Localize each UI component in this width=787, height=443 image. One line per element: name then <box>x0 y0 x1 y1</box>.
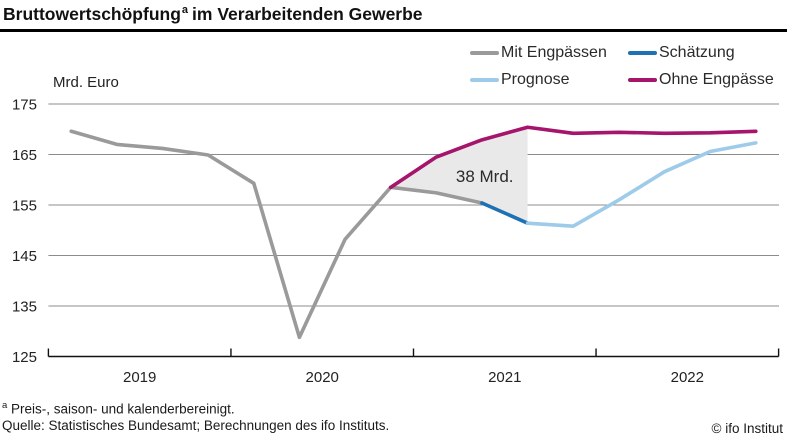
legend-item-mit-engpaessen: Mit Engpässen <box>470 44 607 62</box>
y-tick-label: 145 <box>12 248 37 265</box>
source-note: Quelle: Statistisches Bundesamt; Berechn… <box>2 418 390 433</box>
legend-item-ohne-engpaesse: Ohne Engpässe <box>628 71 774 89</box>
legend-swatch-prognose <box>470 78 499 82</box>
title-rule <box>0 29 787 32</box>
legend-label: Schätzung <box>659 44 735 61</box>
title-rest: im Verarbeitenden Gewerbe <box>192 4 423 24</box>
gap-annotation-label: 38 Mrd. <box>456 167 514 186</box>
title-main: Bruttowertschöpfung <box>3 4 181 24</box>
page-title: Bruttowertschöpfunga im Verarbeitenden Ge… <box>3 4 423 25</box>
ohne-engpaesse-line <box>388 125 758 190</box>
x-tick-label: 2021 <box>488 369 521 386</box>
prognose-line <box>525 141 758 229</box>
legend-item-schaetzung: Schätzung <box>628 44 735 62</box>
y-tick-label: 175 <box>12 97 37 114</box>
x-tick-label: 2020 <box>306 369 339 386</box>
schaetzung-line <box>480 201 530 225</box>
title-footnote-marker: a <box>181 4 189 17</box>
y-tick-label: 125 <box>12 349 37 366</box>
legend-swatch-schaetzung <box>628 51 657 55</box>
copyright-note: © ifo Institut <box>711 421 783 436</box>
legend-label: Ohne Engpässe <box>659 71 774 88</box>
footnote-marker: a <box>2 400 8 411</box>
legend-swatch-ohne-engpaesse <box>628 78 657 82</box>
y-tick-label: 155 <box>12 198 37 215</box>
x-tick-label: 2022 <box>671 369 704 386</box>
footnote-definition: a Preis-, saison- und kalenderbereinigt. <box>2 400 235 417</box>
legend-label: Prognose <box>501 71 570 88</box>
legend-item-prognose: Prognose <box>470 71 570 89</box>
y-tick-label: 135 <box>12 299 37 316</box>
legend-label: Mit Engpässen <box>501 44 607 61</box>
mit-engpaessen-line <box>69 129 484 340</box>
footnote-text: Preis-, saison- und kalenderbereinigt. <box>7 401 235 417</box>
y-axis-unit-label: Mrd. Euro <box>53 74 119 91</box>
legend-swatch-mit-engpaessen <box>470 51 499 55</box>
shortage-gap-area <box>390 127 528 224</box>
x-tick-label: 2019 <box>123 369 156 386</box>
y-tick-label: 165 <box>12 147 37 164</box>
